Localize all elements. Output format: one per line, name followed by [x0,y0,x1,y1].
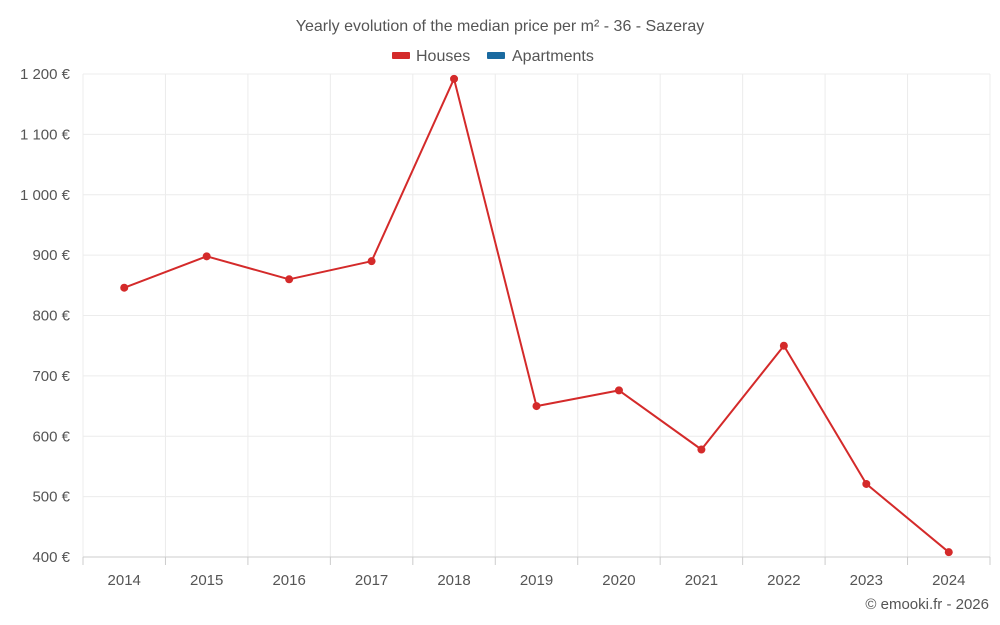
x-tick-label: 2014 [108,572,141,589]
credit-text: © emooki.fr - 2026 [865,596,989,613]
data-point-houses-2021[interactable] [697,445,706,454]
x-tick-label: 2021 [685,572,718,589]
data-point-houses-2019[interactable] [532,402,541,411]
legend: Houses Apartments [392,48,594,65]
y-axis-ticks: 400 € 500 € 600 € 700 € 800 € 900 € 1 000 € 1 1… [20,66,71,566]
data-point-houses-2016[interactable] [285,275,294,284]
x-tick-label: 2017 [355,572,388,589]
y-tick-label: 400 € [32,549,70,566]
data-point-houses-2018[interactable] [450,74,459,83]
data-point-houses-2015[interactable] [202,252,211,261]
legend-item-apartments[interactable]: Apartments [487,48,594,65]
legend-swatch-houses [392,52,410,59]
data-point-houses-2022[interactable] [779,341,788,350]
x-tick-label: 2022 [767,572,800,589]
x-tick-label: 2024 [932,572,965,589]
y-tick-label: 1 200 € [20,66,71,83]
y-tick-label: 500 € [32,489,70,506]
series [120,74,953,557]
data-point-houses-2014[interactable] [120,283,129,292]
data-point-houses-2017[interactable] [367,257,376,266]
x-tick-label: 2015 [190,572,223,589]
y-tick-label: 700 € [32,368,70,385]
y-tick-label: 600 € [32,428,70,445]
x-tick-label: 2020 [602,572,635,589]
data-point-houses-2020[interactable] [614,386,623,395]
legend-swatch-apartments [487,52,505,59]
data-point-houses-2024[interactable] [944,548,953,557]
grid [82,73,991,557]
y-tick-label: 800 € [32,308,70,325]
legend-label-apartments: Apartments [512,48,594,65]
y-tick-label: 900 € [32,247,70,264]
chart-title: Yearly evolution of the median price per… [296,18,705,35]
x-tick-label: 2016 [272,572,305,589]
x-axis-ticks: 2014 2015 2016 2017 2018 2019 2020 2021 2022 2023… [108,572,966,589]
data-point-houses-2023[interactable] [862,479,871,488]
x-tick-label: 2023 [850,572,883,589]
y-tick-label: 1 000 € [20,187,71,204]
x-tick-label: 2019 [520,572,553,589]
y-tick-label: 1 100 € [20,126,71,143]
axes [82,556,991,565]
x-tick-label: 2018 [437,572,470,589]
legend-label-houses: Houses [416,48,470,65]
legend-item-houses[interactable]: Houses [392,48,470,65]
